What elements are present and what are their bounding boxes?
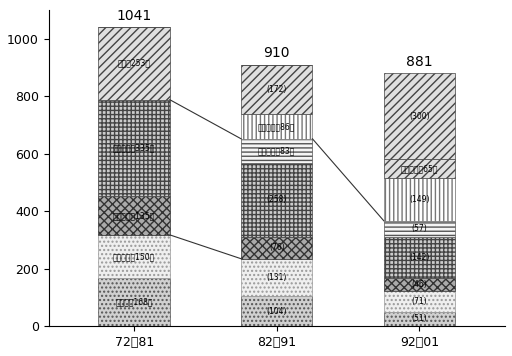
Text: (76): (76) — [269, 243, 285, 252]
Bar — [98, 27, 170, 100]
Bar — [384, 312, 455, 326]
Text: 带装试验（65）: 带装试验（65） — [401, 164, 438, 173]
Bar — [241, 259, 312, 297]
Text: (300): (300) — [409, 111, 430, 121]
Text: (131): (131) — [267, 273, 287, 282]
Bar — [384, 159, 455, 178]
Bar — [384, 178, 455, 221]
Bar — [98, 278, 170, 326]
Bar — [384, 221, 455, 237]
Bar — [98, 235, 170, 278]
Text: (104): (104) — [267, 307, 287, 316]
Bar — [241, 139, 312, 163]
Bar — [241, 297, 312, 326]
Text: 静电涂装（83）: 静电涂装（83） — [258, 146, 295, 155]
Text: (142): (142) — [409, 253, 430, 262]
Text: 摩擦粉体（335）: 摩擦粉体（335） — [113, 143, 155, 152]
Bar — [241, 237, 312, 259]
Text: (71): (71) — [412, 297, 428, 306]
Text: (172): (172) — [267, 85, 287, 94]
Text: (46): (46) — [412, 280, 428, 289]
Text: 910: 910 — [264, 46, 290, 60]
Bar — [384, 278, 455, 291]
Bar — [384, 237, 455, 278]
Text: 1041: 1041 — [117, 9, 152, 23]
Text: 喷出气体（135）: 喷出气体（135） — [113, 211, 155, 220]
Text: 带电衣服（86）: 带电衣服（86） — [258, 122, 295, 131]
Bar — [98, 196, 170, 235]
Bar — [241, 65, 312, 114]
Bar — [241, 163, 312, 237]
Text: (51): (51) — [412, 314, 428, 324]
Bar — [384, 291, 455, 312]
Text: 其它（253）: 其它（253） — [118, 59, 151, 68]
Text: (258): (258) — [267, 195, 287, 204]
Text: (57): (57) — [412, 225, 428, 234]
Text: (149): (149) — [409, 195, 430, 204]
Text: 流动液体（150）: 流动液体（150） — [113, 252, 155, 261]
Text: 881: 881 — [406, 55, 433, 69]
Text: 传送带（168）: 传送带（168） — [115, 298, 153, 307]
Bar — [241, 114, 312, 139]
Bar — [384, 73, 455, 159]
Bar — [98, 100, 170, 196]
